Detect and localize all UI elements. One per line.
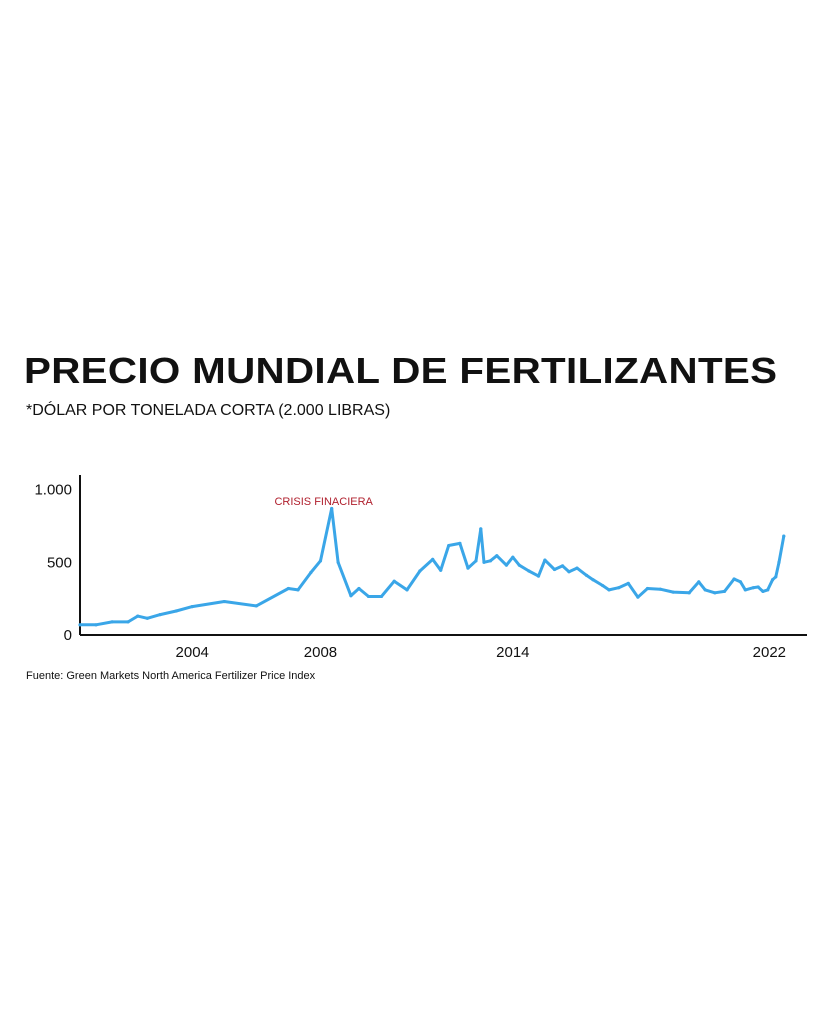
annotation-crisis-label: CRISIS FINACIERA	[274, 496, 373, 508]
data-point	[536, 574, 541, 578]
chart-title: PRECIO MUNDIAL DE FERTILIZANTES	[24, 350, 778, 391]
x-tick-label: 2014	[496, 644, 529, 661]
data-point	[94, 623, 98, 627]
data-point	[601, 583, 605, 588]
data-point	[479, 527, 483, 531]
chart-subtitle: *DÓLAR POR TONELADA CORTA (2.000 LIBRAS)	[26, 402, 391, 419]
data-point	[439, 568, 443, 572]
data-point	[466, 566, 470, 570]
data-point	[222, 599, 226, 604]
data-point	[713, 591, 717, 595]
data-point	[349, 594, 353, 598]
line-chart: 0 500 1.000 2004 2008 2014 2022 CRISIS FINACI…	[34, 475, 807, 661]
data-point	[552, 567, 557, 572]
data-point	[309, 570, 313, 575]
data-point	[405, 588, 409, 592]
data-point	[591, 578, 595, 582]
data-point	[626, 581, 630, 585]
data-point	[703, 588, 707, 592]
data-point	[190, 605, 194, 609]
data-point	[584, 573, 589, 577]
y-tick-labels: 0 500 1.000	[34, 482, 72, 644]
data-point	[617, 586, 621, 590]
data-point	[756, 585, 760, 589]
data-point	[722, 589, 727, 593]
x-tick-label: 2004	[176, 644, 209, 661]
data-point	[174, 609, 178, 613]
data-point	[687, 591, 691, 595]
data-point	[482, 560, 486, 564]
data-point	[330, 506, 334, 511]
data-point	[567, 570, 571, 574]
data-point	[782, 534, 786, 538]
data-point	[495, 554, 499, 558]
y-tick-label: 1.000	[34, 482, 72, 499]
data-point	[751, 586, 755, 590]
data-point	[336, 560, 340, 564]
data-point	[658, 587, 662, 591]
data-point	[504, 563, 509, 567]
data-point	[474, 559, 478, 563]
chart-annotations: CRISIS FINACIERA	[274, 496, 373, 508]
data-point	[645, 586, 650, 591]
data-point	[78, 623, 82, 627]
data-point	[418, 569, 422, 573]
data-point	[777, 560, 781, 564]
data-point	[738, 580, 743, 584]
source-note: Fuente: Green Markets North America Fert…	[26, 670, 316, 682]
data-point	[145, 616, 149, 620]
data-point	[636, 595, 640, 599]
data-point	[158, 613, 162, 617]
data-point	[379, 594, 383, 599]
data-point	[671, 590, 675, 594]
data-point	[458, 541, 462, 545]
chart-panel: PRECIO MUNDIAL DE FERTILIZANTES *DÓLAR P…	[0, 340, 839, 690]
data-point	[357, 586, 361, 591]
data-point	[296, 588, 300, 592]
data-point	[527, 569, 531, 573]
data-point	[766, 588, 770, 592]
data-point	[126, 620, 130, 624]
data-point	[770, 578, 775, 582]
data-point	[447, 543, 451, 548]
data-point	[488, 559, 493, 563]
data-point	[431, 557, 435, 561]
data-point	[517, 563, 521, 567]
data-point	[254, 604, 258, 608]
x-tick-label: 2022	[753, 644, 786, 661]
data-point	[543, 558, 547, 562]
data-point	[743, 588, 747, 592]
data-point	[761, 589, 765, 593]
series-line-0	[78, 507, 786, 627]
data-point	[560, 564, 565, 568]
data-point	[286, 586, 291, 591]
data-point	[366, 594, 371, 599]
data-point	[732, 577, 736, 581]
data-point	[392, 579, 396, 583]
data-point	[607, 588, 611, 592]
x-tick-labels: 2004 2008 2014 2022	[176, 644, 787, 661]
data-point	[511, 555, 515, 559]
data-point	[110, 620, 114, 624]
x-tick-label: 2008	[304, 644, 337, 661]
y-tick-label: 500	[47, 554, 72, 571]
chart-axes	[79, 475, 807, 636]
chart-series	[78, 506, 786, 627]
data-point	[697, 580, 701, 584]
data-point	[318, 559, 323, 563]
data-point	[774, 575, 778, 579]
data-point	[575, 566, 579, 570]
y-tick-label: 0	[64, 627, 72, 644]
data-point	[136, 614, 140, 618]
